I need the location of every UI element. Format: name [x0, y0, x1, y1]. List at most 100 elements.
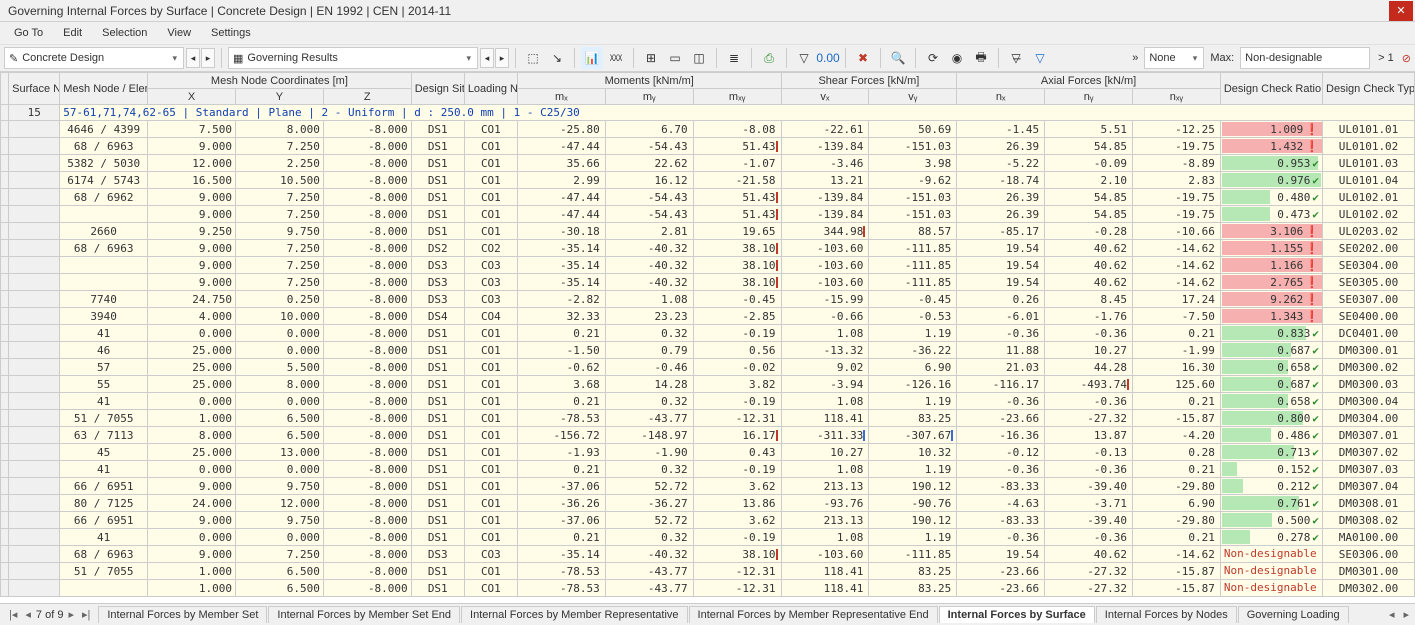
chevron-down-icon[interactable]: ▾: [1191, 53, 1200, 64]
table-row[interactable]: 410.0000.000-8.000DS1CO10.210.32-0.191.0…: [1, 325, 1415, 342]
next-button[interactable]: ▸: [201, 48, 215, 68]
col-nxy[interactable]: nₓᵧ: [1132, 89, 1220, 105]
design-type-combo[interactable]: ✎ Concrete Design ▾: [4, 47, 184, 69]
table-row[interactable]: 68 / 69639.0007.250-8.000DS3CO3-35.14-40…: [1, 546, 1415, 563]
colors-icon[interactable]: ◉: [946, 47, 968, 69]
table-row[interactable]: 68 / 69629.0007.250-8.000DS1CO1-47.44-54…: [1, 189, 1415, 206]
footer-tab[interactable]: Internal Forces by Surface: [939, 606, 1095, 623]
filter-none-combo[interactable]: None ▾: [1144, 47, 1204, 69]
col-ny[interactable]: nᵧ: [1045, 89, 1133, 105]
col-z[interactable]: Z: [323, 89, 411, 105]
tab-scroll-right[interactable]: ▸: [1399, 608, 1413, 621]
table-row[interactable]: 5382 / 503012.0002.250-8.000DS1CO135.662…: [1, 155, 1415, 172]
last-page-button[interactable]: ▸|: [79, 608, 93, 621]
footer-tab[interactable]: Internal Forces by Nodes: [1096, 606, 1237, 623]
table-row[interactable]: 68 / 69639.0007.250-8.000DS1CO1-47.44-54…: [1, 138, 1415, 155]
col-surface-no[interactable]: Surface No.: [9, 73, 60, 105]
table-row[interactable]: 51 / 70551.0006.500-8.000DS1CO1-78.53-43…: [1, 563, 1415, 580]
table-row[interactable]: 26609.2509.750-8.000DS1CO1-30.182.8119.6…: [1, 223, 1415, 240]
table-row[interactable]: 80 / 712524.00012.000-8.000DS1CO1-36.26-…: [1, 495, 1415, 512]
footer-tab[interactable]: Governing Loading: [1238, 606, 1349, 623]
select-icon[interactable]: ⬚: [522, 47, 544, 69]
clear-filter-icon[interactable]: ▽̶: [1005, 47, 1027, 69]
first-page-button[interactable]: |◂: [6, 608, 20, 621]
close-button[interactable]: ✕: [1389, 1, 1413, 21]
menu-view[interactable]: View: [159, 25, 199, 41]
tab-scroll-left[interactable]: ◂: [1385, 608, 1399, 621]
more-icon[interactable]: »: [1128, 52, 1142, 64]
col-ds[interactable]: Design Situation: [411, 73, 464, 105]
table-row[interactable]: 9.0007.250-8.000DS1CO1-47.44-54.4351.43-…: [1, 206, 1415, 223]
table-row[interactable]: 66 / 69519.0009.750-8.000DS1CO1-37.0652.…: [1, 512, 1415, 529]
funnel-icon[interactable]: ▽: [793, 47, 815, 69]
col-dctype[interactable]: Design Check Type: [1323, 73, 1415, 105]
results-table-wrap[interactable]: Surface No. Mesh Node / Element No. Mesh…: [0, 72, 1415, 603]
delete-icon[interactable]: ✖: [852, 47, 874, 69]
prev-page-button[interactable]: ◂: [22, 608, 34, 621]
results-combo[interactable]: ▦ Governing Results ▾: [228, 47, 478, 69]
next-page-button[interactable]: ▸: [65, 608, 77, 621]
prev-button[interactable]: ◂: [480, 48, 494, 68]
stack-icon[interactable]: ≣: [723, 47, 745, 69]
table-row[interactable]: 4625.0000.000-8.000DS1CO1-1.500.790.56-1…: [1, 342, 1415, 359]
search-icon[interactable]: 🔍: [887, 47, 909, 69]
table-row[interactable]: 39404.00010.000-8.000DS4CO432.3323.23-2.…: [1, 308, 1415, 325]
table-row[interactable]: 51 / 70551.0006.500-8.000DS1CO1-78.53-43…: [1, 410, 1415, 427]
table-row[interactable]: 68 / 69639.0007.250-8.000DS2CO2-35.14-40…: [1, 240, 1415, 257]
col-y[interactable]: Y: [235, 89, 323, 105]
col-nx[interactable]: nₓ: [957, 89, 1045, 105]
table-row[interactable]: 66 / 69519.0009.750-8.000DS1CO1-37.0652.…: [1, 478, 1415, 495]
apply-filter-icon[interactable]: ▽: [1029, 47, 1051, 69]
table-row[interactable]: 774024.7500.250-8.000DS3CO3-2.821.08-0.4…: [1, 291, 1415, 308]
col-x[interactable]: X: [148, 89, 236, 105]
table-row[interactable]: 63 / 71138.0006.500-8.000DS1CO1-156.72-1…: [1, 427, 1415, 444]
panel-icon[interactable]: ◫: [688, 47, 710, 69]
col-my[interactable]: mᵧ: [605, 89, 693, 105]
next-button[interactable]: ▸: [495, 48, 509, 68]
refresh-icon[interactable]: ⟳: [922, 47, 944, 69]
col-vy[interactable]: vᵧ: [869, 89, 957, 105]
table-row[interactable]: 410.0000.000-8.000DS1CO10.210.32-0.191.0…: [1, 461, 1415, 478]
table-row[interactable]: 5725.0005.500-8.000DS1CO1-0.62-0.46-0.02…: [1, 359, 1415, 376]
chevron-down-icon[interactable]: ▾: [464, 53, 473, 64]
max-combo[interactable]: Non-designable: [1240, 47, 1370, 69]
grid-icon[interactable]: ⊞: [640, 47, 662, 69]
table-row[interactable]: 9.0007.250-8.000DS3CO3-35.14-40.3238.10-…: [1, 274, 1415, 291]
col-loading[interactable]: Loading No.: [464, 73, 517, 105]
footer-tab[interactable]: Internal Forces by Member Representative…: [689, 606, 938, 623]
prev-button[interactable]: ◂: [186, 48, 200, 68]
col-mesh-node[interactable]: Mesh Node / Element No.: [60, 73, 148, 105]
footer-tab[interactable]: Internal Forces by Member Set: [98, 606, 267, 623]
table-row[interactable]: 1.0006.500-8.000DS1CO1-78.53-43.77-12.31…: [1, 580, 1415, 597]
table-row[interactable]: 410.0000.000-8.000DS1CO10.210.32-0.191.0…: [1, 393, 1415, 410]
col-ratio[interactable]: Design Check Ratio η [-]: [1220, 73, 1322, 105]
menu-settings[interactable]: Settings: [203, 25, 259, 41]
footer-tab[interactable]: Internal Forces by Member Set End: [268, 606, 460, 623]
xxx-toggle-icon[interactable]: ᵡᵡᵡ: [605, 47, 627, 69]
print-icon[interactable]: 🖶: [970, 47, 992, 69]
combo2-nav: ◂ ▸: [480, 48, 509, 68]
titlebar: Governing Internal Forces by Surface | C…: [0, 0, 1415, 22]
layout-icon[interactable]: ▭: [664, 47, 686, 69]
color-scale-icon[interactable]: 📊: [581, 47, 603, 69]
colgroup-shear: Shear Forces [kN/m]: [781, 73, 957, 89]
colgroup-coords: Mesh Node Coordinates [m]: [148, 73, 412, 89]
warn-count: > 1: [1372, 52, 1400, 64]
table-row[interactable]: 4646 / 43997.5008.000-8.000DS1CO1-25.806…: [1, 121, 1415, 138]
menu-edit[interactable]: Edit: [55, 25, 90, 41]
chevron-down-icon[interactable]: ▾: [170, 53, 179, 64]
footer-tab[interactable]: Internal Forces by Member Representative: [461, 606, 687, 623]
menu-selection[interactable]: Selection: [94, 25, 155, 41]
export-icon[interactable]: ⎙: [758, 47, 780, 69]
table-row[interactable]: 9.0007.250-8.000DS3CO3-35.14-40.3238.10-…: [1, 257, 1415, 274]
table-row[interactable]: 410.0000.000-8.000DS1CO10.210.32-0.191.0…: [1, 529, 1415, 546]
col-vx[interactable]: vₓ: [781, 89, 869, 105]
col-mxy[interactable]: mₓᵧ: [693, 89, 781, 105]
pointer-icon[interactable]: ↘: [546, 47, 568, 69]
decimals-icon[interactable]: 0.00: [817, 47, 839, 69]
table-row[interactable]: 4525.00013.000-8.000DS1CO1-1.93-1.900.43…: [1, 444, 1415, 461]
table-row[interactable]: 6174 / 574316.50010.500-8.000DS1CO12.991…: [1, 172, 1415, 189]
menu-goto[interactable]: Go To: [6, 25, 51, 41]
col-mx[interactable]: mₓ: [517, 89, 605, 105]
table-row[interactable]: 5525.0008.000-8.000DS1CO13.6814.283.82-3…: [1, 376, 1415, 393]
